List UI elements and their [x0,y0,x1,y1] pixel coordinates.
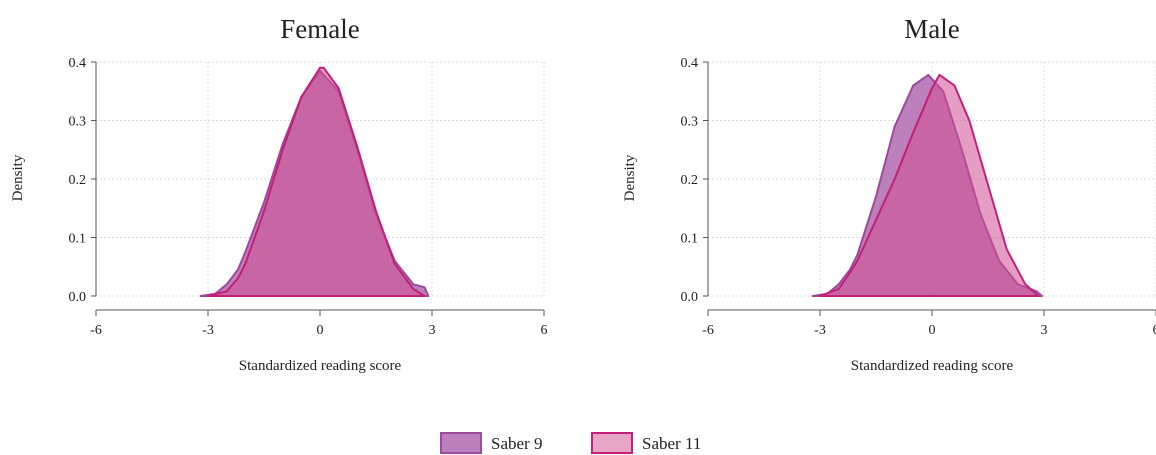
y-tick-label-male: 0.2 [681,173,699,188]
y-axis-label-female: Density [10,154,26,201]
y-tick-label-female: 0.4 [69,56,87,71]
y-tick-label-male: 0.0 [681,290,699,305]
y-tick-label-female: 0.2 [69,173,87,188]
x-tick-label-female: 3 [429,323,436,338]
x-tick-label-female: 6 [541,323,548,338]
panel-title-female: Female [280,14,359,44]
x-tick-label-male: -6 [702,323,714,338]
x-tick-label-female: 0 [317,323,324,338]
y-tick-label-female: 0.3 [69,115,87,130]
x-tick-label-male: 6 [1153,323,1156,338]
density-area-saber-11-male [819,73,1040,297]
legend: Saber 9 Saber 11 [440,432,701,454]
panel-male: Male Density Standardized reading score … [622,14,1156,374]
y-tick-label-female: 0.0 [69,290,87,305]
y-tick-label-male: 0.4 [681,56,699,71]
legend-label-saber-11: Saber 11 [642,434,701,453]
axes-male: 0.0 0.1 0.2 0.3 0.4 -6 -3 0 3 6 [681,56,1156,338]
panel-female: Female Density Standardized reading scor… [10,14,548,374]
y-tick-label-male: 0.3 [681,115,699,130]
axes-female: 0.0 0.1 0.2 0.3 0.4 -6 -3 0 3 6 [69,56,548,338]
y-tick-label-female: 0.1 [69,232,87,247]
legend-label-saber-9: Saber 9 [491,434,542,453]
x-axis-label-female: Standardized reading score [239,358,402,374]
plot-area-female [199,66,430,297]
legend-swatch-saber-9 [440,432,482,454]
x-tick-label-male: -3 [814,323,826,338]
panel-title-male: Male [904,14,959,44]
plot-area-male [811,73,1044,297]
x-tick-label-male: 0 [929,323,936,338]
y-tick-label-male: 0.1 [681,232,699,247]
x-axis-label-male: Standardized reading score [851,358,1014,374]
x-tick-label-female: -6 [90,323,102,338]
legend-swatch-saber-11 [591,432,633,454]
x-tick-label-female: -3 [202,323,214,338]
x-tick-label-male: 3 [1041,323,1048,338]
y-axis-label-male: Density [622,154,638,201]
density-area-saber-11-female [207,66,426,297]
